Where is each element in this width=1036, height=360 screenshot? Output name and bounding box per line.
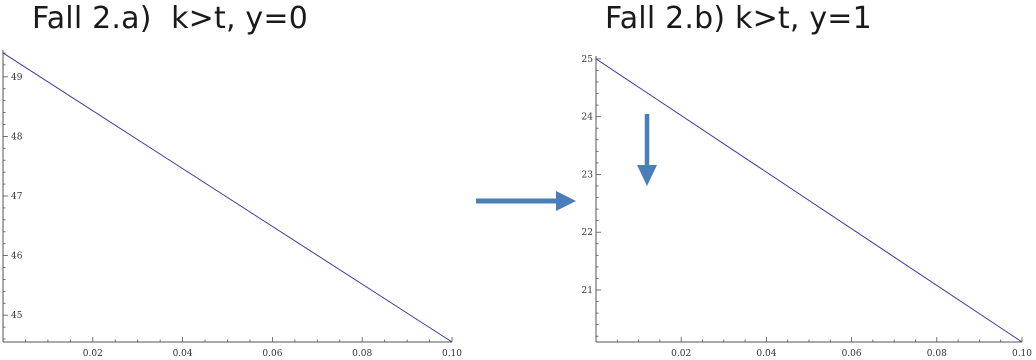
y-tick-label: 45 [11,311,23,321]
series-line [2,52,453,343]
x-tick-label: 0.02 [83,349,103,359]
y-tick-label: 21 [582,286,593,296]
x-tick-label: 0.08 [352,349,372,359]
chart-a: 0.02 0.04 0.06 0.08 0.10 45 46 47 48 49 [2,50,462,359]
x-tick-label: 0.10 [442,349,462,359]
y-tick-label: 49 [11,73,23,83]
x-tick-label: 0.02 [671,349,691,359]
series-line [595,58,1023,343]
down-arrow-icon [637,114,657,186]
y-tick-label: 25 [582,55,594,65]
chart-a-title: Fall 2.a) k>t, y=0 [32,1,308,36]
y-tick-label: 47 [11,192,23,202]
y-tick-label: 24 [582,113,594,123]
x-tick-label: 0.10 [1012,349,1032,359]
x-tick-label: 0.08 [927,349,947,359]
y-tick-label: 48 [11,132,23,142]
x-tick-label: 0.04 [173,349,193,359]
y-tick-label: 46 [11,252,23,262]
right-arrow-icon [476,191,576,211]
chart-b-title: Fall 2.b) k>t, y=1 [605,1,872,36]
y-tick-label: 23 [582,170,594,180]
y-tick-label: 22 [582,228,593,238]
x-tick-label: 0.06 [262,349,282,359]
x-tick-label: 0.04 [756,349,776,359]
x-tick-label: 0.06 [842,349,862,359]
chart-b: 0.02 0.04 0.06 0.08 0.10 21 22 23 24 25 [582,55,1033,359]
